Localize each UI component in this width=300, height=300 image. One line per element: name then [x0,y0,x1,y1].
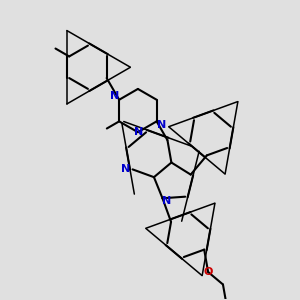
Text: N: N [121,164,130,174]
Text: N: N [134,127,144,137]
Text: N: N [157,120,166,130]
Text: N: N [110,91,119,101]
Text: O: O [203,267,213,277]
Text: N: N [162,196,171,206]
